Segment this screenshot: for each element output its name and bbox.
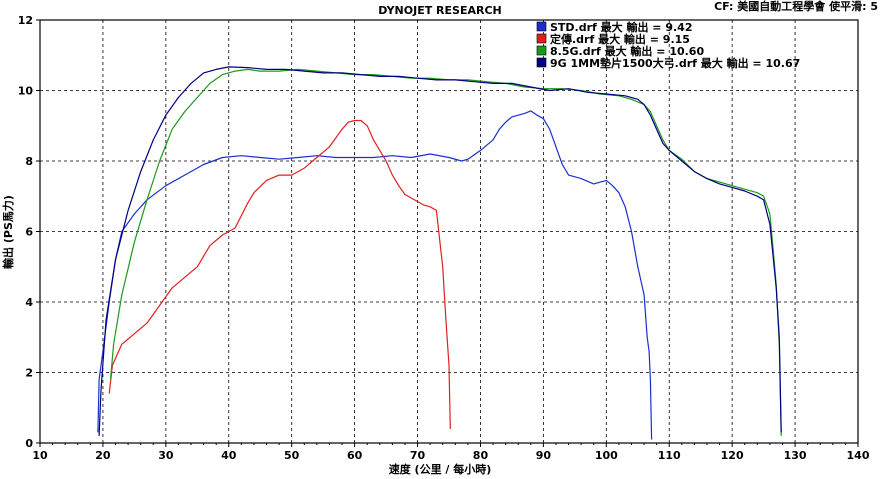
x-tick-labels: 10 20 30 40 50 60 70 80 90 100 110 120 130 140	[32, 443, 870, 462]
x-tick-label: 50	[284, 449, 300, 462]
legend-label-2: 定傳.drf 最大 輸出 = 9.15	[550, 32, 690, 46]
y-tick-label: 0	[25, 437, 33, 450]
legend-swatch-3	[536, 45, 547, 56]
x-tick-label: 140	[847, 449, 870, 462]
series-line-4	[98, 66, 782, 436]
x-tick-label: 40	[221, 449, 237, 462]
y-tick-label: 12	[18, 14, 33, 27]
legend-swatch-2	[536, 33, 547, 44]
y-axis-label: 輸出 (PS馬力)	[1, 195, 15, 269]
legend-label-4: 9G 1MM墊片1500大弓.drf 最大 輸出 = 10.67	[550, 56, 800, 70]
series-line-2	[108, 119, 451, 429]
x-axis-label: 速度 (公里 / 每小時)	[389, 462, 492, 475]
x-tick-label: 30	[158, 449, 174, 462]
x-tick-label: 90	[536, 449, 552, 462]
x-tick-label: 80	[473, 449, 489, 462]
legend-swatch-4	[536, 57, 547, 68]
y-tick-label: 10	[18, 85, 34, 98]
legend-label-1: STD.drf 最大 輸出 = 9.42	[550, 20, 693, 34]
y-tick-label: 6	[25, 226, 33, 239]
series-line-1	[97, 110, 653, 440]
legend-swatch-1	[536, 21, 547, 32]
y-tick-label: 8	[25, 155, 33, 168]
legend-label-3: 8.5G.drf 最大 輸出 = 10.60	[550, 44, 704, 58]
x-tick-label: 100	[595, 449, 618, 462]
series-line-3	[109, 68, 782, 436]
series-group	[97, 66, 782, 440]
x-tick-label: 60	[347, 449, 363, 462]
x-tick-label: 130	[784, 449, 807, 462]
x-tick-label: 70	[410, 449, 426, 462]
x-tick-label: 110	[658, 449, 681, 462]
x-tick-label: 120	[721, 449, 744, 462]
x-tick-label: 20	[95, 449, 111, 462]
y-tick-label: 2	[25, 367, 33, 380]
chart-title: DYNOJET RESEARCH	[378, 4, 501, 17]
y-tick-label: 4	[25, 296, 33, 309]
y-tick-labels: 0 2 4 6 8 10 12	[18, 14, 40, 450]
x-tick-label: 10	[32, 449, 48, 462]
chart-annotation: CF: 美國自動工程學會 使平滑: 5	[714, 0, 878, 13]
